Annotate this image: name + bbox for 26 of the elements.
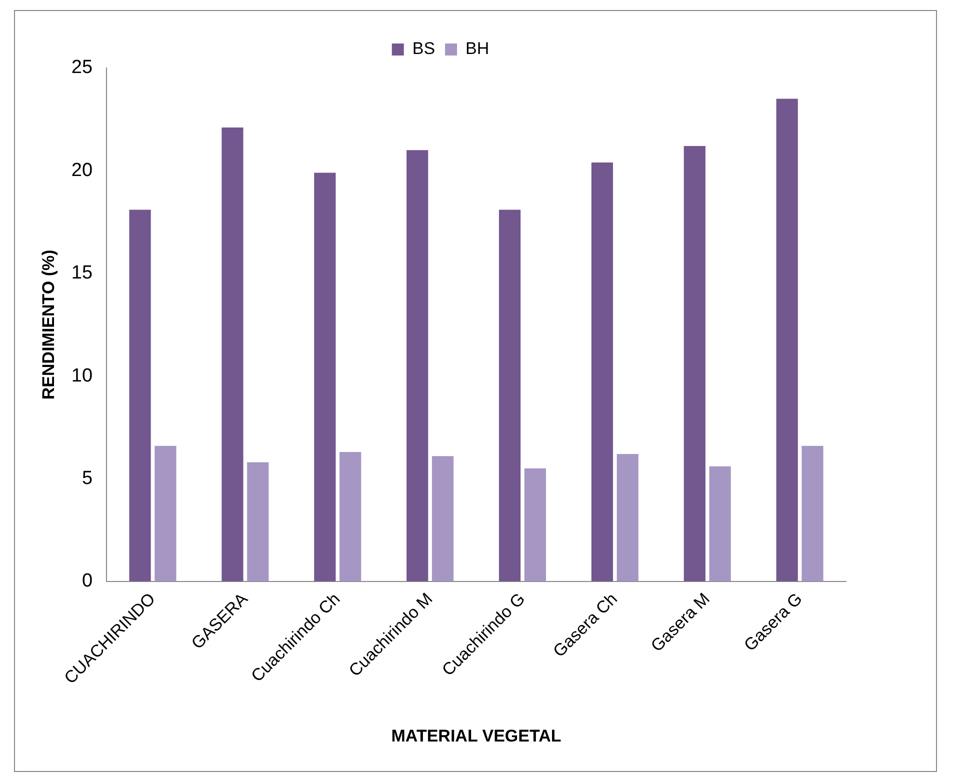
- bar: [406, 150, 428, 582]
- bar: [524, 468, 546, 582]
- bar: [222, 128, 244, 582]
- bar: [591, 162, 614, 582]
- y-tick-label: 0: [82, 570, 93, 592]
- bar: [314, 172, 336, 582]
- bar: [684, 146, 706, 582]
- bar: [709, 466, 731, 582]
- bar: [776, 98, 798, 582]
- bar: [129, 210, 151, 582]
- bar: [432, 456, 454, 582]
- bar: [340, 452, 362, 582]
- legend-label: BS: [412, 39, 436, 58]
- y-axis-title: RENDIMIENTO (%): [38, 250, 58, 400]
- bar: [247, 462, 269, 582]
- bar: [154, 446, 176, 582]
- y-tick-label: 15: [71, 262, 93, 284]
- bar: [802, 446, 824, 582]
- bar: [616, 454, 638, 582]
- y-tick-label: 5: [82, 468, 93, 489]
- y-tick-label: 10: [71, 365, 93, 386]
- legend-label: BH: [466, 39, 490, 58]
- bar: [498, 210, 521, 582]
- y-tick-label: 25: [71, 57, 93, 78]
- y-tick-label: 20: [71, 160, 93, 181]
- x-axis-title: MATERIAL VEGETAL: [391, 726, 562, 746]
